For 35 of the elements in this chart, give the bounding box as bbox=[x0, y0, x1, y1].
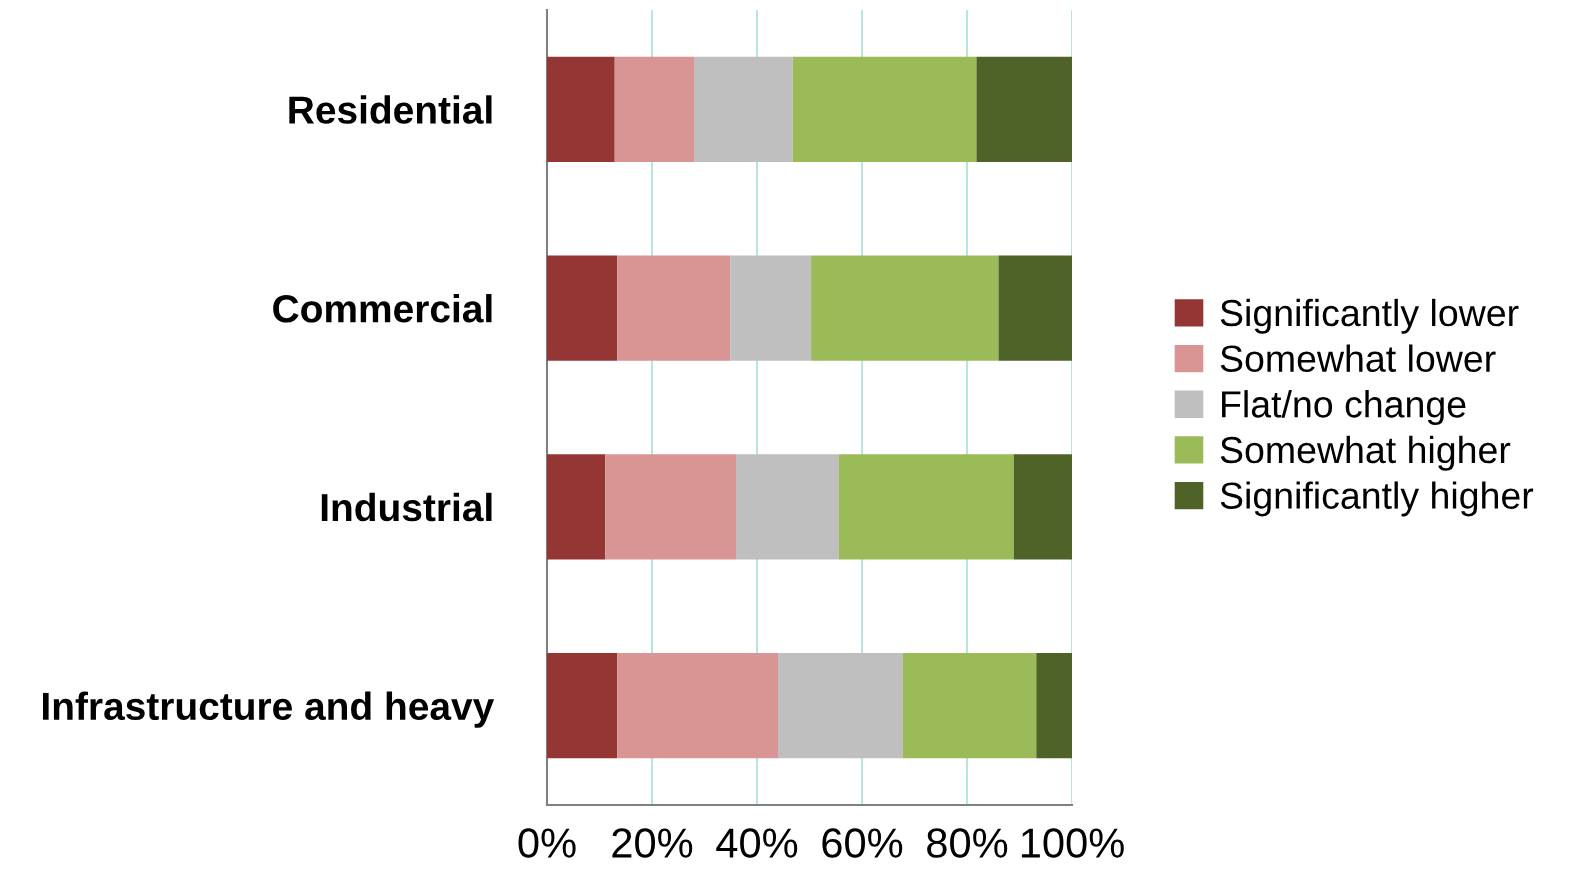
x-tick-label: 40% bbox=[716, 828, 798, 858]
bar bbox=[694, 56, 793, 163]
x-tick-label: 80% bbox=[927, 828, 1008, 858]
bar bbox=[547, 255, 618, 361]
bar bbox=[730, 255, 812, 361]
bar bbox=[976, 56, 1072, 163]
bar bbox=[778, 652, 903, 759]
bar bbox=[736, 454, 839, 560]
bar bbox=[811, 255, 999, 361]
legend-label: Flat/no change bbox=[1222, 390, 1466, 426]
bar bbox=[792, 56, 977, 163]
bar bbox=[617, 652, 778, 759]
bar bbox=[1036, 652, 1072, 759]
legend-label: Somewhat lower bbox=[1220, 344, 1496, 373]
bar bbox=[902, 652, 1037, 759]
bar bbox=[617, 255, 731, 361]
bar bbox=[547, 56, 615, 163]
bar bbox=[614, 56, 694, 163]
legend-label: Significantly lower bbox=[1220, 298, 1519, 334]
x-tick-label: 0% bbox=[518, 828, 576, 858]
legend-label: Somewhat higher bbox=[1220, 435, 1511, 471]
bar bbox=[1013, 454, 1072, 560]
y-tick-label: Commercial bbox=[273, 294, 492, 323]
bar bbox=[547, 454, 606, 560]
legend-label: Significantly higher bbox=[1220, 481, 1534, 517]
y-tick-label: Industrial bbox=[321, 492, 492, 522]
x-tick-label: 100% bbox=[1021, 828, 1124, 858]
bar bbox=[838, 454, 1014, 560]
bar bbox=[547, 652, 618, 759]
y-tick-label: Infrastructure and heavy bbox=[43, 691, 495, 728]
x-tick-label: 60% bbox=[822, 828, 903, 858]
x-tick-label: 20% bbox=[612, 828, 693, 858]
bar bbox=[605, 454, 736, 560]
y-tick-label: Residential bbox=[289, 95, 492, 124]
bar bbox=[998, 255, 1072, 361]
